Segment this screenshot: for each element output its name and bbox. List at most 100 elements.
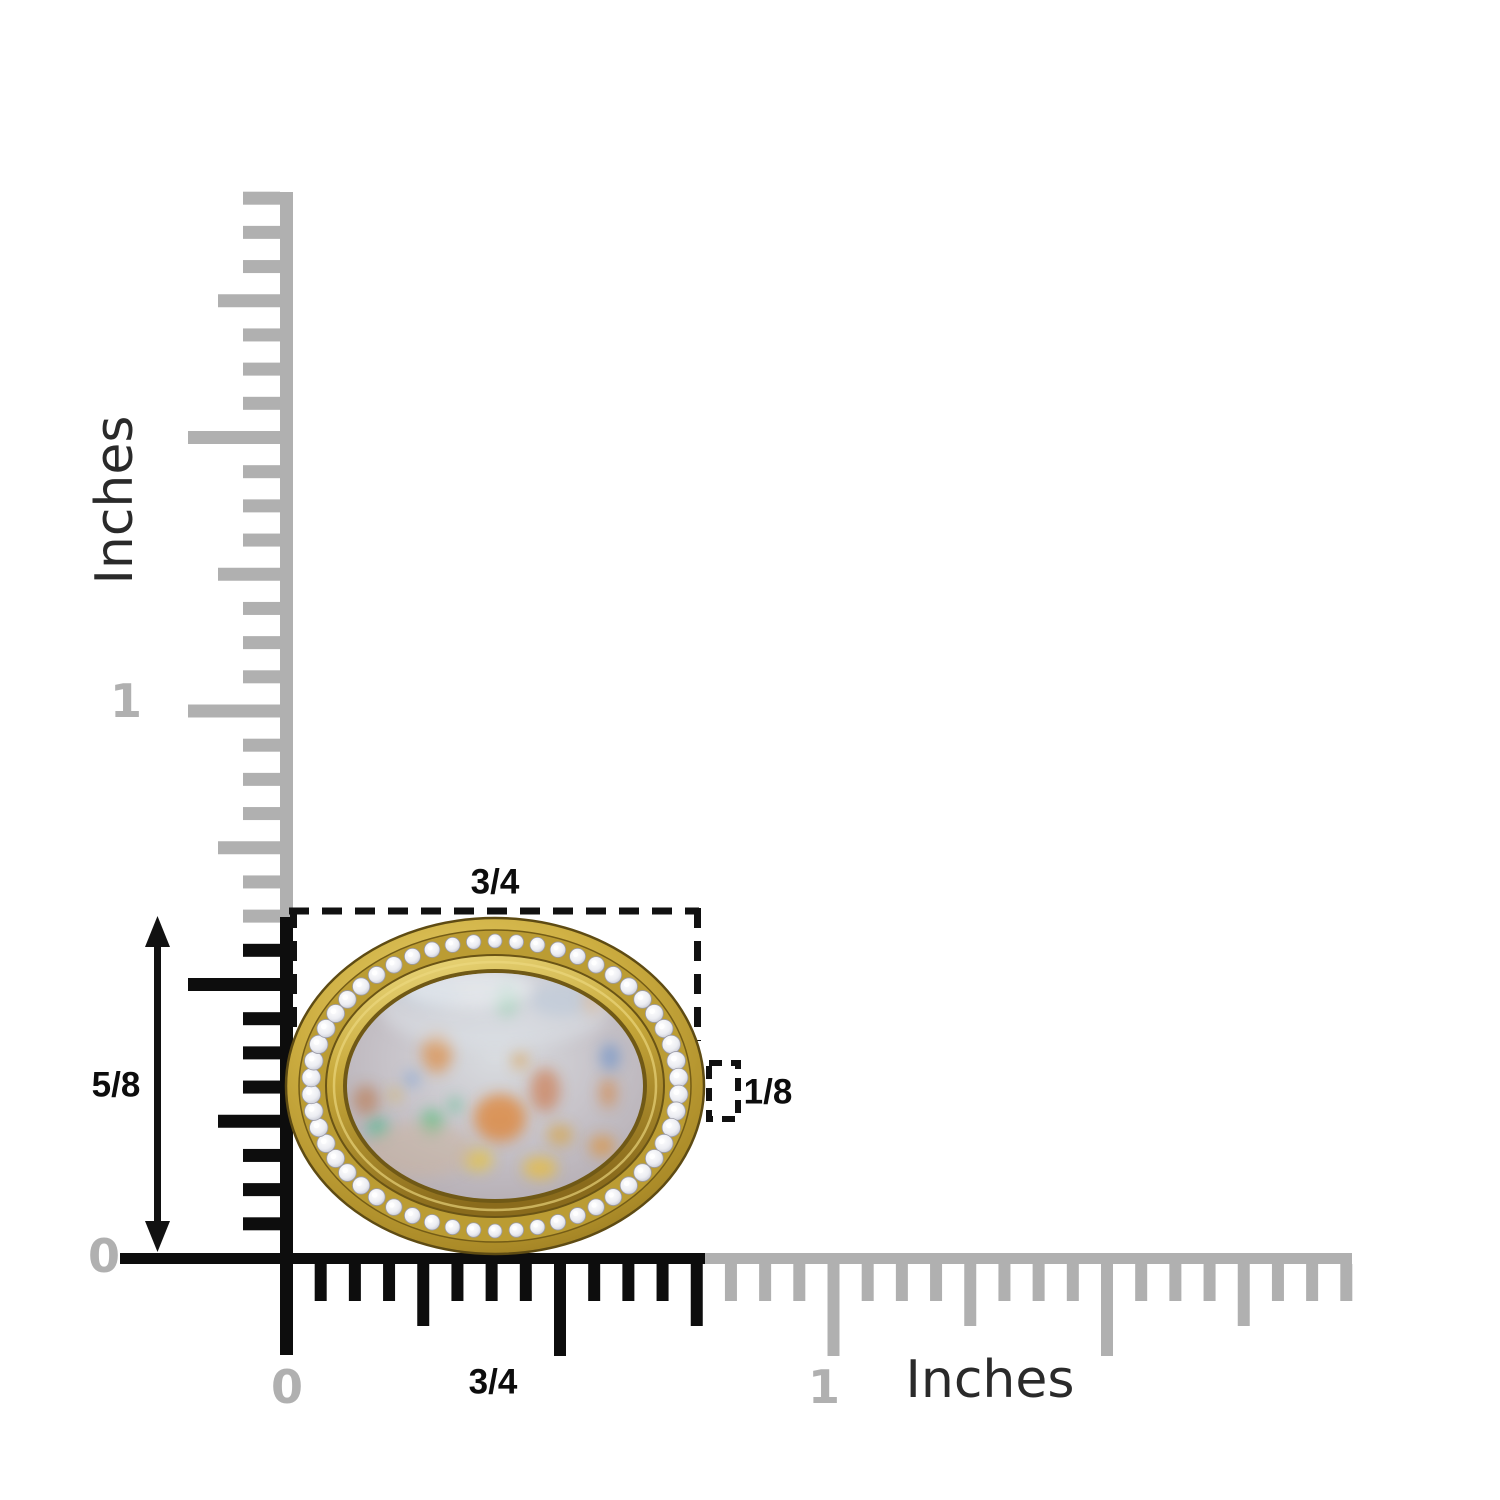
halo-diamond (309, 1117, 329, 1138)
horizontal-ruler-tick (1169, 1264, 1182, 1301)
vertical-ruler-tick (243, 738, 280, 752)
horizontal-ruler-tick (930, 1264, 943, 1301)
halo-diamond-sparkle (670, 1105, 677, 1112)
halo-diamond (529, 936, 546, 953)
horizontal-ruler-tick (588, 1264, 601, 1301)
halo-diamond-sparkle (591, 1202, 597, 1208)
vertical-ruler-tick (243, 601, 280, 615)
height-dimension-label: 5/8 (91, 1065, 141, 1105)
halo-diamond-sparkle (308, 1055, 315, 1062)
halo-diamond (304, 1051, 324, 1071)
halo-diamond (423, 1214, 441, 1231)
halo-diamond-sparkle (448, 940, 454, 946)
horizontal-ruler-tick (1306, 1264, 1319, 1301)
halo-diamond (352, 977, 371, 996)
halo-diamond (367, 966, 386, 984)
vertical-ruler-tick (243, 1012, 280, 1026)
halo-diamond-sparkle (649, 1008, 655, 1015)
horizontal-ruler-tick (690, 1264, 703, 1326)
halo-diamond (668, 1084, 689, 1105)
halo-diamond (304, 1101, 324, 1121)
halo-diamond-sparkle (608, 1192, 614, 1198)
halo-diamond (326, 1149, 346, 1168)
halo-diamond (316, 1133, 336, 1153)
halo-diamond-sparkle (342, 994, 349, 1001)
halo-diamond-sparkle (491, 937, 496, 942)
halo-diamond-sparkle (666, 1039, 672, 1046)
vertical-ruler-zero-label: 0 (87, 1229, 121, 1283)
opal-flash (589, 1135, 615, 1157)
vertical-ruler-tick (243, 1080, 280, 1094)
horizontal-ruler-tick (895, 1264, 908, 1301)
horizontal-ruler (120, 1253, 1353, 1356)
vertical-ruler-tick (243, 362, 280, 376)
halo-diamond (385, 1198, 403, 1216)
height-arrow-line (154, 930, 161, 1238)
horizontal-ruler-tick (1237, 1264, 1250, 1326)
halo-diamond-sparkle (313, 1122, 320, 1129)
opal-flash (512, 1050, 528, 1070)
halo-diamond (465, 1222, 482, 1238)
horizontal-ruler-tick (348, 1264, 361, 1301)
halo-diamond (661, 1034, 681, 1055)
halo-diamond (301, 1067, 322, 1088)
halo-diamond (604, 966, 623, 984)
halo-diamond (666, 1051, 686, 1071)
halo-diamond-sparkle (320, 1138, 327, 1145)
halo-diamond-sparkle (356, 981, 362, 988)
vertical-ruler-tick (243, 807, 280, 821)
halo-diamond (326, 1004, 346, 1023)
vertical-ruler-tick (243, 191, 280, 205)
halo-diamond (487, 1223, 503, 1239)
halo-diamond-sparkle (673, 1072, 680, 1079)
halo-diamond (587, 956, 605, 974)
vertical-ruler-tick (243, 943, 280, 957)
halo-diamond-sparkle (371, 970, 378, 976)
vertical-ruler (188, 191, 293, 1355)
halo-diamond-sparkle (553, 945, 559, 951)
halo-diamond-sparkle (356, 1180, 362, 1187)
halo-diamond (619, 977, 638, 996)
halo-diamond-sparkle (389, 1202, 395, 1208)
horizontal-ruler-tick (1340, 1264, 1353, 1301)
horizontal-ruler-tick (1203, 1264, 1216, 1301)
halo-diamond (569, 1207, 587, 1225)
halo-diamond (444, 936, 461, 953)
horizontal-ruler-tick (1032, 1264, 1045, 1301)
vertical-ruler-tick (243, 909, 280, 923)
halo-diamond-sparkle (649, 1153, 655, 1160)
halo-diamond (367, 1188, 386, 1206)
halo-diamond (661, 1117, 681, 1138)
halo-diamond (604, 1188, 623, 1206)
vertical-ruler-tick (218, 567, 280, 581)
vertical-ruler-tick (243, 1217, 280, 1231)
horizontal-ruler-unit-label: Inches (905, 1350, 1075, 1410)
ring-photo (284, 916, 706, 1256)
halo-diamond (654, 1019, 674, 1039)
halo-diamond (633, 990, 652, 1009)
halo-diamond-sparkle (623, 981, 630, 988)
halo-diamond-sparkle (342, 1167, 349, 1174)
opal-flash (599, 1078, 617, 1108)
halo-diamond-sparkle (448, 1222, 454, 1228)
vertical-ruler-tick (188, 978, 280, 991)
horizontal-ruler-tick (998, 1264, 1011, 1301)
halo-diamond (587, 1198, 605, 1216)
horizontal-ruler-tick (622, 1264, 635, 1301)
halo-diamond (465, 934, 482, 950)
vertical-ruler-tick (243, 875, 280, 889)
width-dimension-line (289, 907, 701, 1041)
vertical-ruler-tick (243, 499, 280, 513)
vertical-ruler-tick (243, 225, 280, 239)
halo-diamond-sparkle (637, 994, 644, 1001)
horizontal-ruler-width-label: 3/4 (468, 1362, 518, 1402)
opal-flash (600, 1043, 620, 1071)
halo-diamond-sparkle (512, 937, 517, 943)
opal-flash (365, 1122, 475, 1178)
vertical-ruler-tick (188, 431, 280, 444)
vertical-ruler-tick (218, 841, 280, 855)
halo-diamond-sparkle (533, 940, 538, 946)
halo-diamonds (301, 933, 689, 1239)
halo-diamond (508, 1222, 525, 1238)
